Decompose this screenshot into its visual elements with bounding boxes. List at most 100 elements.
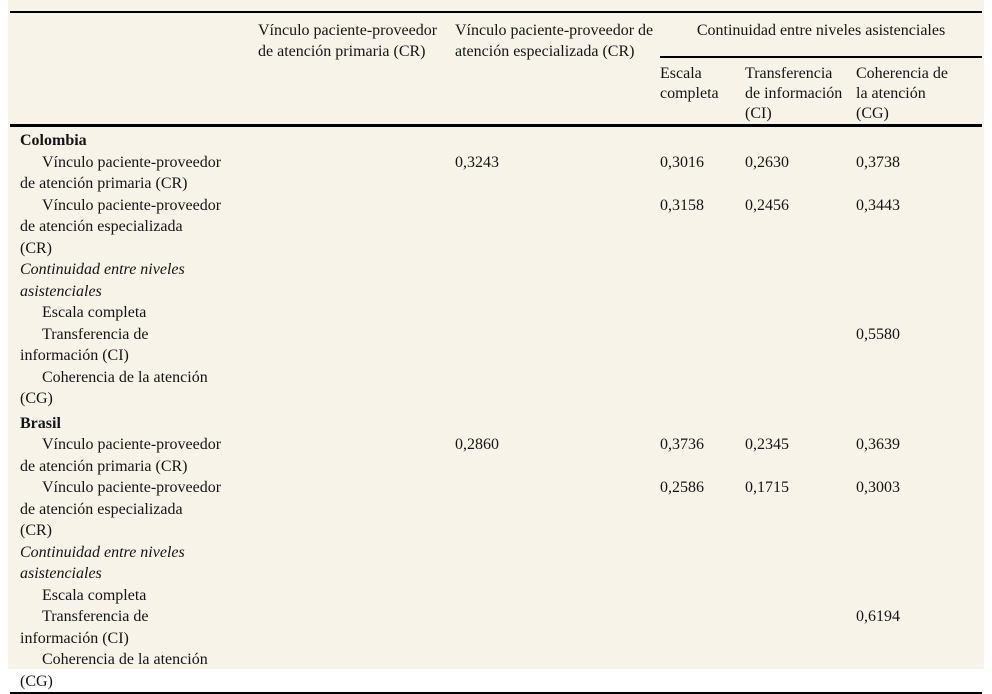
row-label: Escala completa — [42, 586, 147, 604]
table-row: Vínculo paciente-proveedor de atención p… — [10, 434, 982, 477]
country-label: Brasil — [20, 414, 61, 432]
value-cell: 0,3243 — [455, 153, 499, 171]
value-cell-empty — [745, 410, 856, 435]
value-cell-empty — [455, 302, 660, 324]
value-cell: 0,2860 — [455, 436, 499, 453]
value-cell-empty — [455, 367, 660, 410]
header-row-label-cell — [10, 12, 258, 126]
value-cell-empty — [856, 124, 983, 152]
value-cell-empty — [745, 367, 856, 410]
value-cell-empty — [455, 259, 660, 302]
value-cell: 0,3639 — [856, 436, 900, 453]
value-cell-empty — [856, 649, 982, 693]
value-cell-empty — [258, 585, 455, 607]
row-label: Escala completa — [42, 304, 147, 321]
value-cell-empty — [455, 410, 660, 435]
value-cell-empty — [745, 542, 856, 585]
value-cell: 0,2456 — [745, 196, 789, 214]
value-cell-empty — [856, 410, 982, 435]
value-cell-empty — [258, 259, 455, 302]
value-cell-empty — [258, 324, 455, 367]
value-cell-empty — [455, 585, 660, 607]
header-specialized-care-link: Vínculo paciente-proveedor de atención e… — [455, 22, 654, 60]
table-row: Vínculo paciente-proveedor de atención e… — [10, 477, 982, 542]
value-cell-empty — [745, 324, 856, 367]
table-row: Continuidad entre niveles asistenciales — [10, 259, 982, 302]
row-label: Transferencia de información (CI) — [20, 325, 149, 365]
value-cell-empty — [660, 410, 745, 435]
value-cell-empty — [745, 302, 856, 324]
table-row: Vínculo paciente-proveedor de atención e… — [10, 195, 982, 260]
value-cell-empty — [455, 195, 660, 260]
value-cell: 0,3158 — [660, 196, 704, 214]
value-cell-empty — [745, 585, 856, 607]
table-row: Escala completa — [10, 585, 982, 607]
value-cell-empty — [258, 124, 455, 152]
value-cell: 0,2630 — [745, 153, 789, 171]
header-full-scale: Escala completa — [660, 65, 719, 102]
row-label: Vínculo paciente-proveedor de atención p… — [20, 436, 222, 475]
row-label: Vínculo paciente-proveedor de atención p… — [20, 153, 222, 193]
value-cell-empty — [455, 324, 660, 367]
row-label: Coherencia de la atención (CG) — [20, 651, 208, 690]
row-label: Coherencia de la atención (CG) — [20, 368, 208, 408]
value-cell-empty — [258, 367, 455, 410]
paper-sheet: Vínculo paciente-proveedor de atención p… — [8, 0, 984, 694]
value-cell-empty — [660, 124, 745, 152]
row-label: Continuidad entre niveles asistenciales — [20, 543, 185, 583]
row-label: Vínculo paciente-proveedor de atención e… — [20, 479, 222, 539]
table-row: Transferencia de información (CI) 0,5580 — [10, 324, 982, 367]
value-cell-empty — [455, 606, 660, 649]
table-row: Continuidad entre niveles asistenciales — [10, 542, 982, 585]
row-label: Vínculo paciente-proveedor de atención e… — [20, 196, 222, 257]
value-cell-empty — [258, 434, 455, 477]
value-cell-empty — [660, 302, 745, 324]
table-body: Colombia Vínculo paciente-proveedor de at… — [10, 124, 983, 694]
value-cell: 0,2345 — [745, 436, 789, 453]
table-header: Vínculo paciente-proveedor de atención p… — [10, 12, 983, 126]
value-cell-empty — [856, 542, 982, 585]
correlation-table: Vínculo paciente-proveedor de atención p… — [10, 11, 983, 694]
table-row: Coherencia de la atención (CG) — [10, 649, 982, 693]
value-cell-empty — [660, 367, 745, 410]
table-row: Transferencia de información (CI) 0,6194 — [10, 606, 982, 649]
country-label: Colombia — [10, 124, 258, 152]
value-cell-empty — [660, 259, 745, 302]
table-row: Escala completa — [10, 302, 982, 324]
country-row: Brasil — [10, 410, 982, 435]
value-cell: 0,2586 — [660, 479, 704, 496]
header-continuity-spanner: Continuidad entre niveles asistenciales — [660, 12, 983, 58]
value-cell-empty — [660, 542, 745, 585]
value-cell-empty — [745, 606, 856, 649]
value-cell-empty — [856, 302, 982, 324]
value-cell: 0,6194 — [856, 608, 900, 625]
value-cell-empty — [745, 649, 856, 693]
header-information-transfer: Transferencia de información (CI) — [745, 65, 843, 122]
value-cell-empty — [258, 195, 455, 260]
value-cell-empty — [455, 649, 660, 693]
value-cell-empty — [856, 585, 982, 607]
header-care-coherence: Coherencia de la atención (CG) — [856, 65, 948, 122]
value-cell: 0,3003 — [856, 479, 900, 496]
value-cell: 0,3016 — [660, 153, 704, 171]
value-cell-empty — [660, 324, 745, 367]
row-label: Continuidad entre niveles asistenciales — [20, 261, 185, 300]
value-cell-empty — [258, 152, 455, 195]
value-cell-empty — [745, 259, 856, 302]
value-cell: 0,3443 — [856, 196, 900, 214]
value-cell-empty — [258, 649, 455, 693]
value-cell: 0,1715 — [745, 479, 789, 496]
value-cell-empty — [856, 259, 982, 302]
value-cell-empty — [258, 477, 455, 542]
value-cell: 0,3736 — [660, 436, 704, 453]
header-primary-care-link: Vínculo paciente-proveedor de atención p… — [258, 22, 438, 60]
value-cell-empty — [660, 606, 745, 649]
value-cell-empty — [856, 367, 982, 410]
value-cell: 0,5580 — [856, 325, 900, 343]
value-cell-empty — [455, 477, 660, 542]
value-cell-empty — [660, 585, 745, 607]
row-label: Transferencia de información (CI) — [20, 608, 149, 647]
table-row: Coherencia de la atención (CG) — [10, 367, 982, 410]
value-cell-empty — [455, 124, 660, 152]
value-cell-empty — [258, 606, 455, 649]
